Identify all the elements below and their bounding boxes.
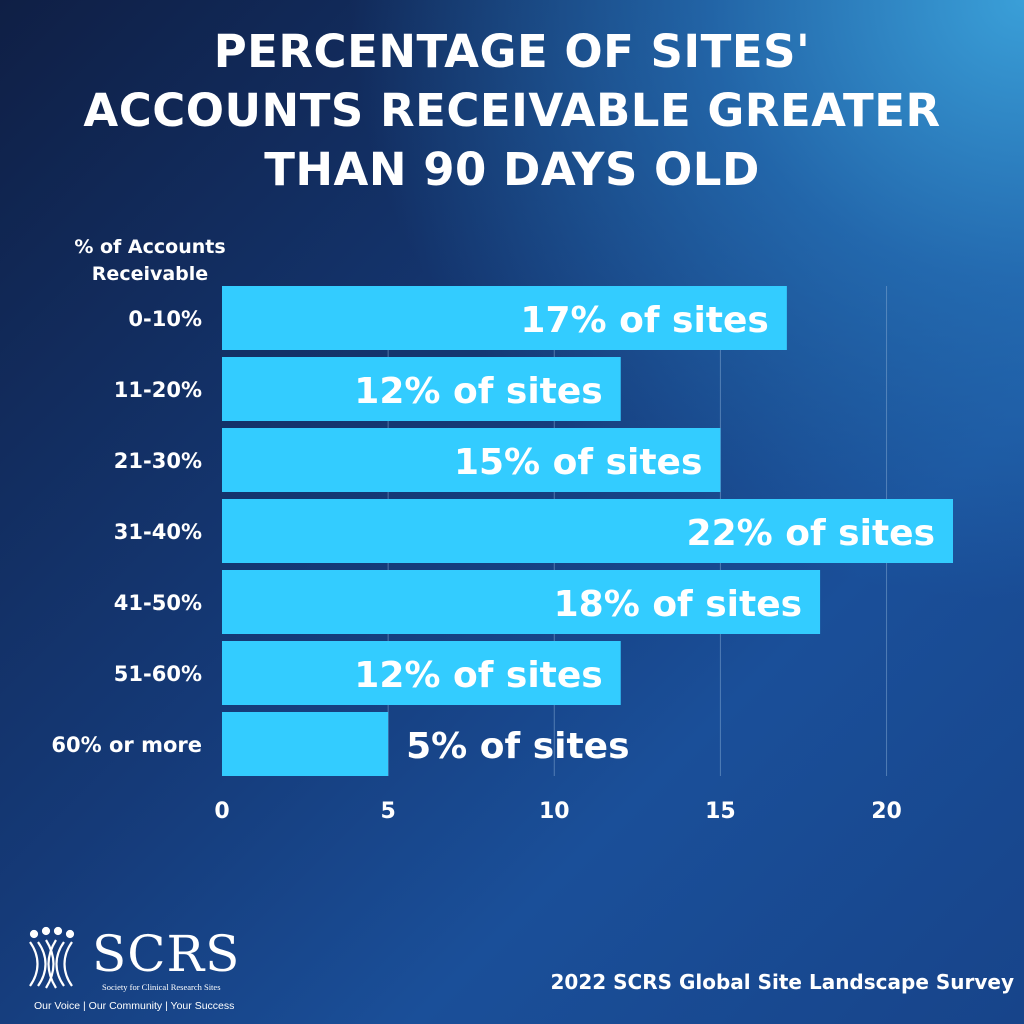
bar-21-30% xyxy=(222,428,721,492)
scrs-logo: SCRS Society for Clinical Research Sites… xyxy=(26,922,266,1018)
bar-41-50% xyxy=(222,570,821,634)
category-label: 21-30% xyxy=(114,449,202,473)
data-label: 12% of sites xyxy=(354,371,602,412)
category-label: 60% or more xyxy=(51,733,202,757)
logo-wordmark: SCRS xyxy=(92,925,241,983)
chart-title: PERCENTAGE OF SITES' ACCOUNTS RECEIVABLE… xyxy=(0,22,1024,199)
data-label: 5% of sites xyxy=(406,726,629,767)
bar-0-10% xyxy=(222,286,787,350)
title-line-1: PERCENTAGE OF SITES' xyxy=(213,25,811,78)
title-line-2: ACCOUNTS RECEIVABLE GREATER xyxy=(83,84,941,137)
data-label: 15% of sites xyxy=(454,442,702,483)
x-tick-label: 10 xyxy=(539,799,570,824)
bar-11-20% xyxy=(222,357,621,421)
data-label: 22% of sites xyxy=(687,513,935,554)
bar-60% or more xyxy=(222,712,389,776)
x-tick-label: 0 xyxy=(214,799,229,824)
footer-source: 2022 SCRS Global Site Landscape Survey xyxy=(550,970,1014,994)
x-tick-label: 5 xyxy=(380,799,395,824)
data-label: 17% of sites xyxy=(520,300,768,341)
figures-icon xyxy=(29,926,75,989)
category-label: 41-50% xyxy=(114,591,202,615)
x-tick-label: 20 xyxy=(871,799,902,824)
category-label: 11-20% xyxy=(114,378,202,402)
data-label: 12% of sites xyxy=(354,655,602,696)
logo-subtitle: Society for Clinical Research Sites xyxy=(102,982,221,992)
title-line-3: THAN 90 DAYS OLD xyxy=(264,143,760,196)
x-tick-label: 15 xyxy=(705,799,736,824)
bar-31-40% xyxy=(222,499,953,563)
logo-tagline: Our Voice | Our Community | Your Success xyxy=(34,1000,235,1012)
y-axis-label: % of Accounts Receivable xyxy=(74,236,226,285)
data-label: 18% of sites xyxy=(554,584,802,625)
category-label: 0-10% xyxy=(128,307,202,331)
bar-51-60% xyxy=(222,641,621,705)
category-label: 31-40% xyxy=(114,520,202,544)
category-label: 51-60% xyxy=(114,662,202,686)
